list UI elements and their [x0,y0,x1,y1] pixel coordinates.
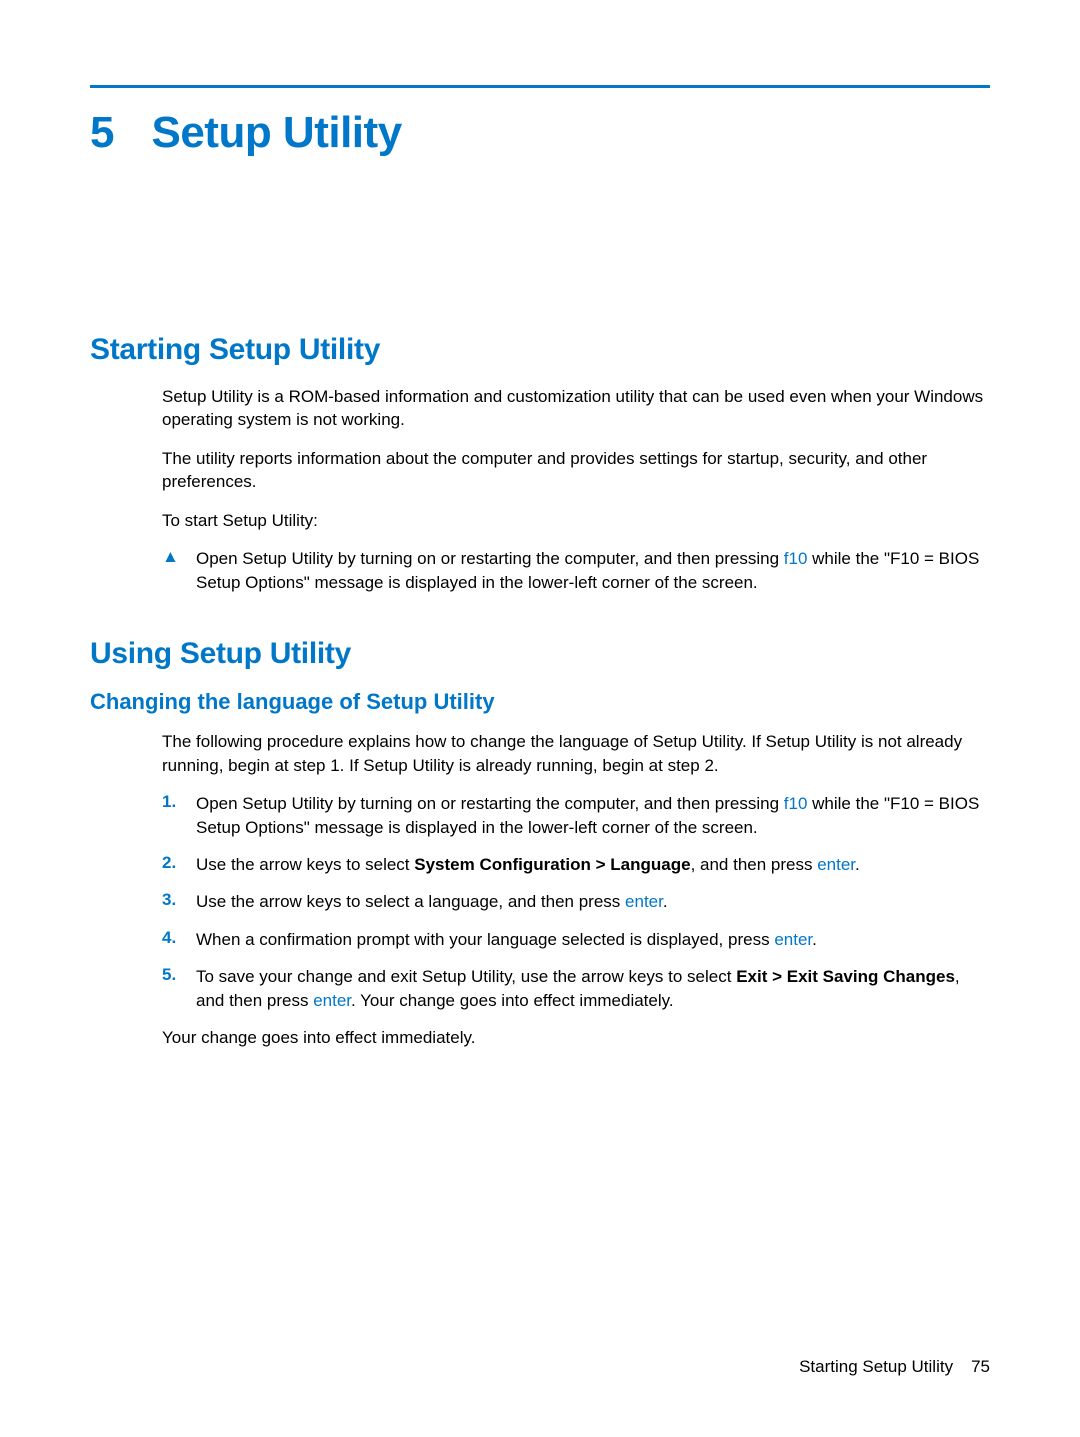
f10-key: f10 [784,549,808,568]
s2-key: enter [817,855,855,874]
chapter-title-text: Setup Utility [151,108,401,158]
section2-body: The following procedure explains how to … [162,730,990,1050]
s2-post: . [855,855,860,874]
s5-post: . Your change goes into effect immediate… [351,991,674,1010]
s3-post: . [663,892,668,911]
step-1-text: Open Setup Utility by turning on or rest… [196,792,990,839]
step-1: 1. Open Setup Utility by turning on or r… [162,792,990,839]
section1-para1: Setup Utility is a ROM-based information… [162,385,990,432]
s5-key: enter [313,991,351,1010]
s1-pre: Open Setup Utility by turning on or rest… [196,794,784,813]
s4-pre: When a confirmation prompt with your lan… [196,930,774,949]
subsection-heading-language: Changing the language of Setup Utility [90,689,990,715]
step-5: 5. To save your change and exit Setup Ut… [162,965,990,1012]
triangle-bullet-icon: ▲ [162,547,196,594]
footer-section-label: Starting Setup Utility [799,1357,953,1376]
step-1-num: 1. [162,792,196,839]
footer-page-number: 75 [971,1357,990,1376]
s3-key: enter [625,892,663,911]
chapter-heading: 5 Setup Utility [90,108,990,158]
step-3-num: 3. [162,890,196,913]
top-rule [90,85,990,88]
step-3: 3. Use the arrow keys to select a langua… [162,890,990,913]
chapter-number: 5 [90,108,113,158]
section2-outro: Your change goes into effect immediately… [162,1026,990,1049]
step-5-text: To save your change and exit Setup Utili… [196,965,990,1012]
section1-para2: The utility reports information about th… [162,447,990,494]
bullet-pre: Open Setup Utility by turning on or rest… [196,549,784,568]
s2-mid: , and then press [691,855,818,874]
step-5-num: 5. [162,965,196,1012]
page-footer: Starting Setup Utility 75 [799,1357,990,1377]
s1-key: f10 [784,794,808,813]
section1-para3: To start Setup Utility: [162,509,990,532]
step-4-num: 4. [162,928,196,951]
step-3-text: Use the arrow keys to select a language,… [196,890,990,913]
step-4: 4. When a confirmation prompt with your … [162,928,990,951]
section-heading-using: Using Setup Utility [90,637,990,671]
document-page: 5 Setup Utility Starting Setup Utility S… [0,0,1080,1125]
step-2: 2. Use the arrow keys to select System C… [162,853,990,876]
section1-bullet: ▲ Open Setup Utility by turning on or re… [162,547,990,594]
s2-bold: System Configuration > Language [414,855,690,874]
section1-bullet-text: Open Setup Utility by turning on or rest… [196,547,990,594]
s3-pre: Use the arrow keys to select a language,… [196,892,625,911]
s4-key: enter [774,930,812,949]
s5-bold: Exit > Exit Saving Changes [736,967,955,986]
section1-body: Setup Utility is a ROM-based information… [162,385,990,594]
section2-intro: The following procedure explains how to … [162,730,990,777]
step-4-text: When a confirmation prompt with your lan… [196,928,990,951]
s4-post: . [812,930,817,949]
section-heading-starting: Starting Setup Utility [90,333,990,367]
step-2-num: 2. [162,853,196,876]
s2-pre: Use the arrow keys to select [196,855,414,874]
s5-pre: To save your change and exit Setup Utili… [196,967,736,986]
step-2-text: Use the arrow keys to select System Conf… [196,853,990,876]
